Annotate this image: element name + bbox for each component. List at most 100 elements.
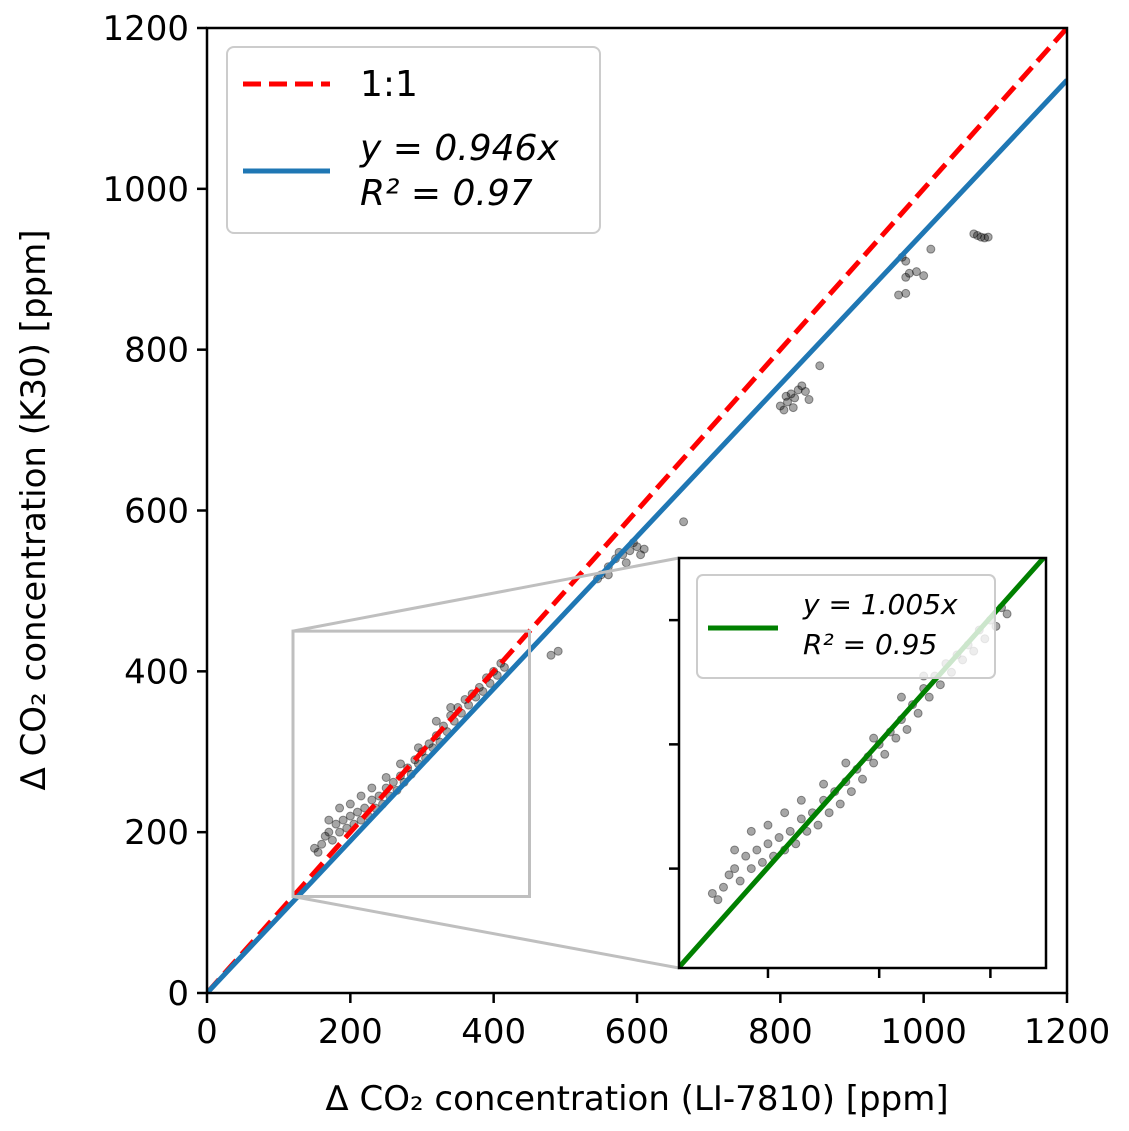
legend-box <box>226 46 601 234</box>
data-point <box>901 256 911 266</box>
inset-data-point <box>858 774 867 784</box>
data-point <box>324 827 334 837</box>
data-point <box>353 807 362 817</box>
data-point <box>345 811 355 821</box>
inset-legend: y = 1.005x R² = 0.95 <box>696 574 996 679</box>
inset-data-point <box>1086 585 1094 593</box>
data-point <box>901 288 911 298</box>
data-point <box>912 267 921 277</box>
data-point <box>793 385 803 395</box>
inset-data-point <box>924 692 934 702</box>
data-point <box>783 397 792 407</box>
inset-data-point <box>846 787 856 797</box>
inset-data-point <box>730 864 740 874</box>
x-tick-label: 1000 <box>880 1012 967 1052</box>
data-point <box>972 230 982 240</box>
data-point <box>424 739 434 749</box>
inset-data-point <box>713 895 723 905</box>
data-point <box>367 783 377 793</box>
inset-data-point <box>819 779 829 789</box>
x-tick-label: 200 <box>318 1012 383 1052</box>
data-point <box>381 772 391 782</box>
data-point <box>919 271 929 281</box>
data-point <box>788 403 798 413</box>
data-point <box>621 558 631 568</box>
data-point <box>976 232 986 242</box>
y-axis-label: Δ CO₂ concentration (K30) [ppm] <box>14 230 54 791</box>
x-axis: 0 200 400 600 800 1000 1200 <box>196 993 1110 1052</box>
inset-data-point <box>746 826 756 836</box>
data-point <box>499 662 509 672</box>
legend-label-fit-line2: R² = 0.97 <box>360 173 533 214</box>
inset-data-point <box>891 733 901 743</box>
data-point <box>781 391 791 401</box>
y-tick-label: 400 <box>124 652 189 692</box>
one-to-one-line <box>207 28 1067 993</box>
x-tick-label: 1200 <box>1024 1012 1111 1052</box>
data-point <box>926 244 936 254</box>
x-tick-label: 600 <box>605 1012 670 1052</box>
data-point <box>679 517 689 527</box>
data-point <box>331 819 341 829</box>
data-point <box>335 803 345 813</box>
zoom-indicator <box>291 556 680 970</box>
inset-data-point <box>896 692 906 702</box>
y-tick-label: 1200 <box>102 9 189 49</box>
inset-data-point <box>707 888 717 898</box>
inset-data-point <box>869 733 879 743</box>
inset-data-point <box>796 814 806 824</box>
x-tick-label: 800 <box>748 1012 813 1052</box>
zoom-connector-bottom <box>292 895 680 970</box>
zoom-box <box>291 629 531 898</box>
data-point <box>901 272 911 282</box>
data-point <box>632 542 642 552</box>
data-point <box>320 831 330 841</box>
data-point <box>894 290 904 300</box>
data-point <box>356 791 366 801</box>
inset-data-point <box>752 845 762 855</box>
data-point <box>983 232 993 242</box>
inset-data-point <box>757 857 767 867</box>
inset-ticks <box>669 618 992 978</box>
inset-data-point <box>730 845 740 855</box>
data-point <box>775 401 785 411</box>
data-point <box>786 389 796 399</box>
inset-frame <box>677 556 1048 970</box>
inset-data-point <box>724 870 734 880</box>
inset-data-point <box>774 833 784 843</box>
data-point <box>446 703 456 713</box>
data-point <box>431 716 441 726</box>
inset-data-point <box>741 851 751 861</box>
legend-label-fit-line1: y = 0.946x <box>359 128 559 169</box>
inset-data-point <box>780 808 790 818</box>
inset-legend-box <box>696 574 996 679</box>
inset-data-point <box>902 724 912 734</box>
data-point <box>317 839 327 849</box>
inset-data-point <box>785 826 795 836</box>
data-point <box>327 835 337 845</box>
data-point <box>388 777 398 787</box>
x-tick-label: 400 <box>461 1012 526 1052</box>
data-point <box>367 795 377 805</box>
data-point <box>804 395 814 405</box>
data-point <box>396 759 405 769</box>
inset-data-point <box>718 882 728 892</box>
data-point <box>338 815 348 825</box>
data-point <box>313 847 323 857</box>
data-point <box>904 268 914 278</box>
inset-data-point <box>746 864 756 874</box>
zoom-connector-top <box>292 556 680 633</box>
data-point <box>800 386 810 396</box>
data-point <box>969 229 979 239</box>
inset-data-point <box>869 758 879 768</box>
y-axis: 0 200 400 600 800 1000 1200 <box>102 9 207 1014</box>
y-tick-label: 800 <box>124 331 189 371</box>
inset-data-point <box>813 820 823 830</box>
inset-data-point <box>763 820 773 830</box>
inset-data-point <box>835 799 845 809</box>
main-legend: 1:1 y = 0.946x R² = 0.97 <box>226 46 601 234</box>
main-fit-lines <box>207 28 1067 993</box>
inset-data-point <box>824 808 834 818</box>
data-point <box>980 233 990 243</box>
